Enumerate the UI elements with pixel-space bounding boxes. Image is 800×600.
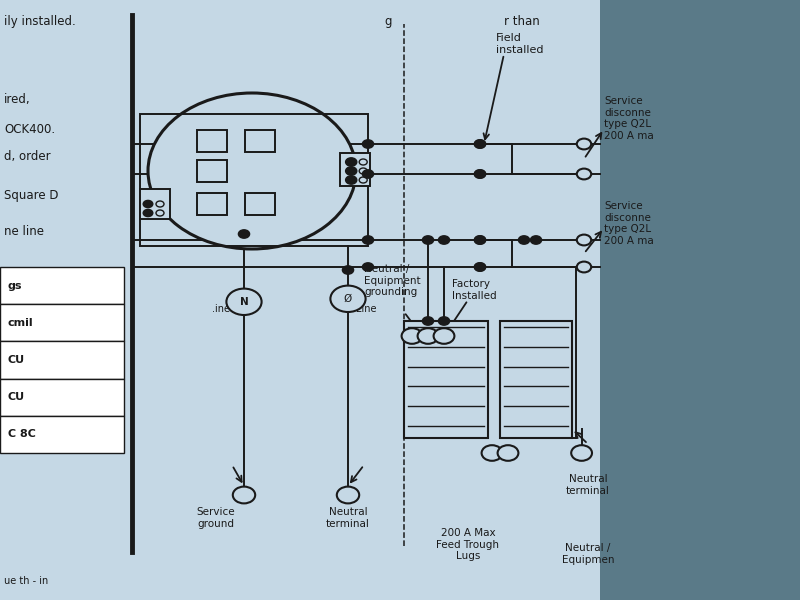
Text: OCK400.: OCK400. bbox=[4, 123, 55, 136]
Bar bbox=[197, 130, 227, 152]
Circle shape bbox=[330, 286, 366, 312]
Circle shape bbox=[530, 236, 542, 244]
Bar bbox=[500, 321, 572, 438]
Circle shape bbox=[143, 200, 153, 208]
Circle shape bbox=[474, 236, 486, 244]
Circle shape bbox=[438, 236, 450, 244]
Circle shape bbox=[577, 139, 591, 149]
Text: gs: gs bbox=[8, 281, 22, 290]
Text: ily installed.: ily installed. bbox=[4, 15, 76, 28]
Text: Neutral
terminal: Neutral terminal bbox=[566, 474, 610, 496]
Text: .ine: .ine bbox=[212, 304, 230, 314]
Text: 200 A Max
Feed Trough
Lugs: 200 A Max Feed Trough Lugs bbox=[437, 528, 499, 561]
Circle shape bbox=[359, 177, 367, 183]
Bar bbox=[340, 153, 370, 186]
Bar bbox=[140, 114, 368, 246]
Text: Neutral /
Equipment
grounding: Neutral / Equipment grounding bbox=[364, 264, 421, 297]
Bar bbox=[0, 341, 124, 379]
Circle shape bbox=[226, 289, 262, 315]
Circle shape bbox=[156, 201, 164, 207]
Circle shape bbox=[346, 176, 357, 184]
Circle shape bbox=[362, 170, 374, 178]
Circle shape bbox=[577, 262, 591, 272]
Text: ne line: ne line bbox=[4, 225, 44, 238]
Bar bbox=[197, 160, 227, 182]
Circle shape bbox=[474, 263, 486, 271]
Bar bbox=[600, 0, 800, 600]
Circle shape bbox=[359, 159, 367, 165]
Circle shape bbox=[143, 209, 153, 217]
Text: Factory
Installed: Factory Installed bbox=[452, 279, 497, 301]
Circle shape bbox=[346, 167, 357, 175]
Circle shape bbox=[577, 169, 591, 179]
Circle shape bbox=[359, 168, 367, 174]
Text: CU: CU bbox=[8, 392, 25, 402]
Text: Square D: Square D bbox=[4, 189, 58, 202]
Text: d, order: d, order bbox=[4, 150, 50, 163]
Circle shape bbox=[474, 170, 486, 178]
Circle shape bbox=[482, 445, 502, 461]
Circle shape bbox=[474, 170, 486, 178]
Circle shape bbox=[422, 317, 434, 325]
Text: ired,: ired, bbox=[4, 93, 30, 106]
Text: Service
ground: Service ground bbox=[197, 507, 235, 529]
Text: N: N bbox=[240, 297, 248, 307]
Bar bbox=[0, 304, 124, 341]
Circle shape bbox=[362, 236, 374, 244]
Circle shape bbox=[238, 230, 250, 238]
Bar bbox=[0, 416, 124, 453]
Bar bbox=[404, 321, 488, 438]
Text: cmil: cmil bbox=[8, 318, 34, 328]
Text: Field
installed: Field installed bbox=[496, 33, 543, 55]
Circle shape bbox=[418, 328, 438, 344]
Text: Line: Line bbox=[356, 304, 377, 314]
Circle shape bbox=[337, 487, 359, 503]
Circle shape bbox=[571, 445, 592, 461]
Text: ue th - in: ue th - in bbox=[4, 576, 48, 586]
Text: Neutral /
Equipmen: Neutral / Equipmen bbox=[562, 543, 614, 565]
Circle shape bbox=[156, 210, 164, 216]
Circle shape bbox=[474, 236, 486, 244]
Bar bbox=[197, 193, 227, 215]
Bar bbox=[245, 130, 275, 152]
Circle shape bbox=[362, 140, 374, 148]
Bar bbox=[245, 193, 275, 215]
Circle shape bbox=[577, 235, 591, 245]
Circle shape bbox=[362, 263, 374, 271]
Text: g: g bbox=[384, 15, 391, 28]
Circle shape bbox=[346, 158, 357, 166]
Circle shape bbox=[148, 93, 356, 249]
Text: r than: r than bbox=[504, 15, 540, 28]
Text: Service
disconne
type Q2L
200 A ma: Service disconne type Q2L 200 A ma bbox=[604, 201, 654, 246]
Text: Neutral
terminal: Neutral terminal bbox=[326, 507, 370, 529]
Circle shape bbox=[518, 236, 530, 244]
Circle shape bbox=[402, 328, 422, 344]
Circle shape bbox=[474, 140, 486, 148]
Text: CU: CU bbox=[8, 355, 25, 365]
Circle shape bbox=[498, 445, 518, 461]
Circle shape bbox=[233, 487, 255, 503]
Circle shape bbox=[434, 328, 454, 344]
Bar bbox=[140, 189, 170, 219]
Circle shape bbox=[474, 263, 486, 271]
Text: C 8C: C 8C bbox=[8, 430, 36, 439]
Text: Ø: Ø bbox=[344, 294, 352, 304]
Circle shape bbox=[474, 140, 486, 148]
Bar bbox=[0, 379, 124, 416]
Circle shape bbox=[438, 317, 450, 325]
Text: Service
disconne
type Q2L
200 A ma: Service disconne type Q2L 200 A ma bbox=[604, 96, 654, 141]
Bar bbox=[0, 267, 124, 304]
Circle shape bbox=[342, 266, 354, 274]
Circle shape bbox=[422, 236, 434, 244]
